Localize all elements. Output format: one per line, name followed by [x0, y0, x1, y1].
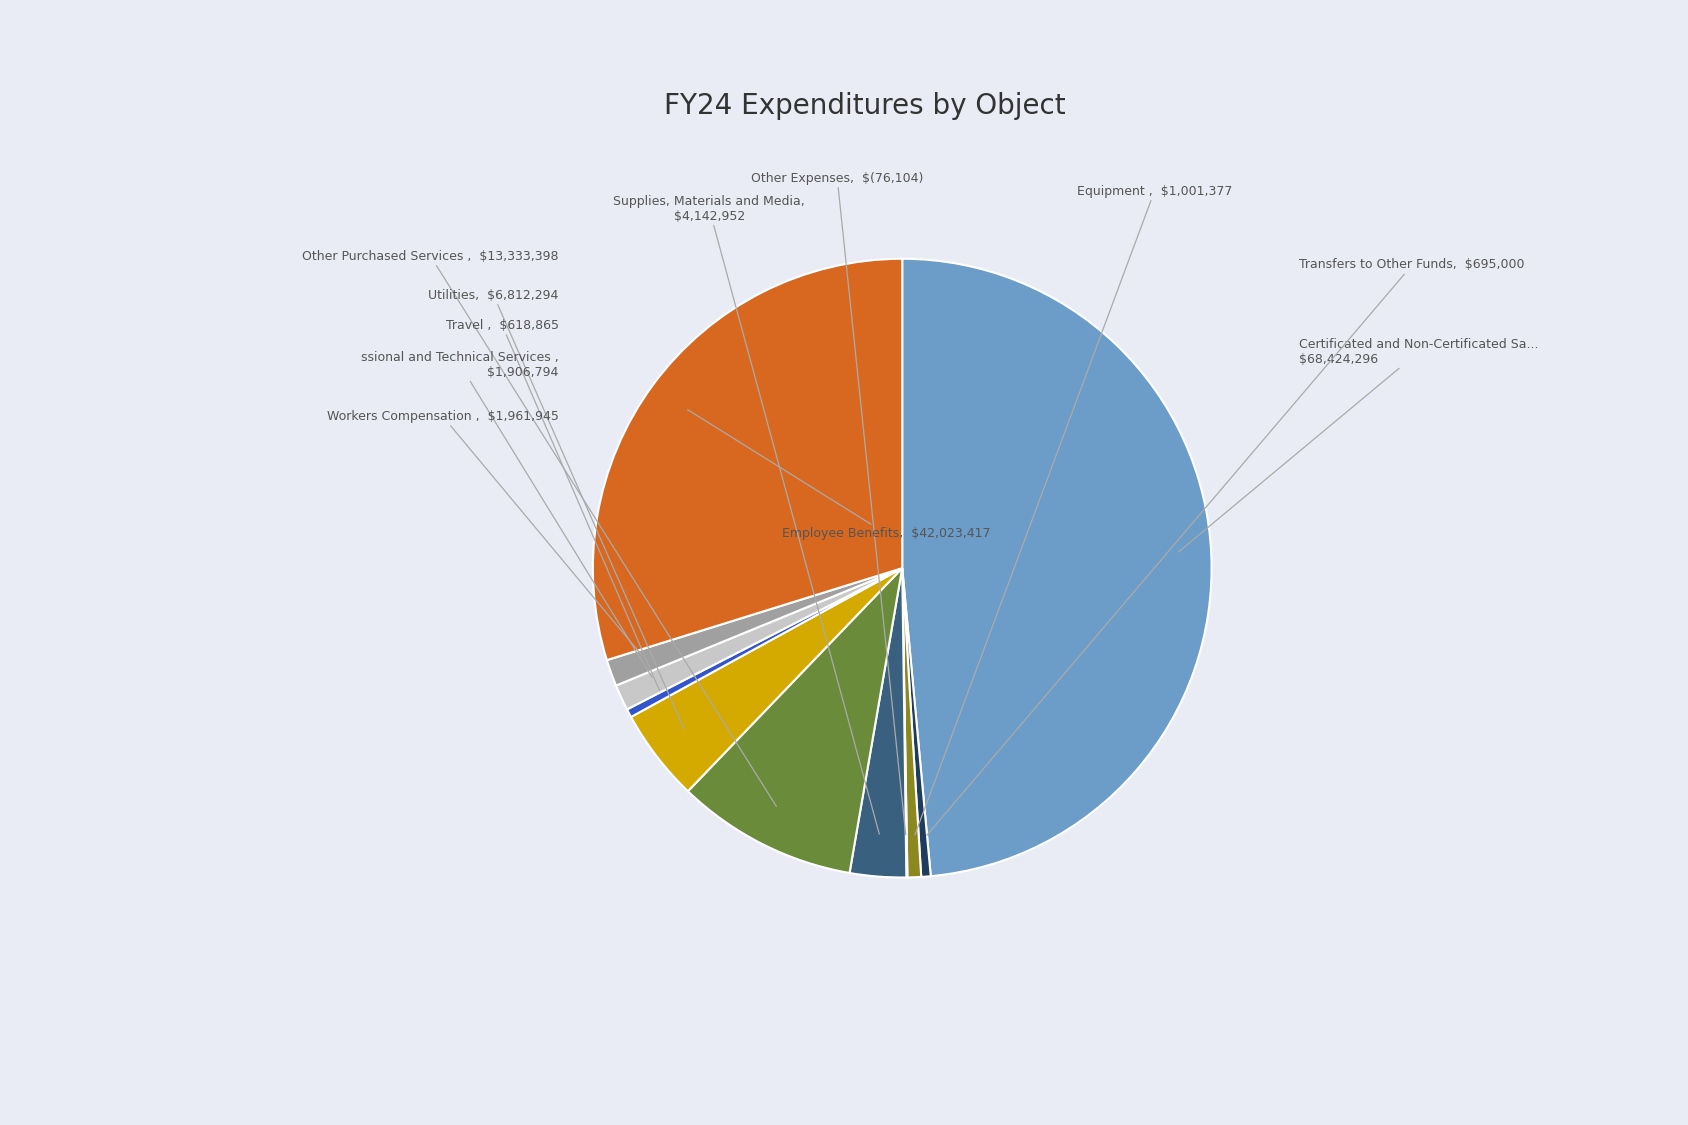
Wedge shape	[849, 568, 906, 878]
Wedge shape	[626, 568, 901, 717]
Wedge shape	[901, 568, 930, 876]
Wedge shape	[608, 568, 901, 685]
Wedge shape	[689, 568, 901, 873]
Wedge shape	[592, 259, 901, 660]
Wedge shape	[901, 568, 908, 878]
Text: Supplies, Materials and Media,
$4,142,952: Supplies, Materials and Media, $4,142,95…	[613, 195, 879, 834]
Text: Travel ,  $618,865: Travel , $618,865	[446, 319, 660, 691]
Wedge shape	[901, 568, 922, 878]
Text: Employee Benefits,  $42,023,417: Employee Benefits, $42,023,417	[687, 410, 991, 540]
Title: FY24 Expenditures by Object: FY24 Expenditures by Object	[665, 92, 1065, 120]
Text: Workers Compensation ,  $1,961,945: Workers Compensation , $1,961,945	[327, 410, 643, 656]
Text: Transfers to Other Funds,  $695,000: Transfers to Other Funds, $695,000	[927, 259, 1524, 836]
Text: Equipment ,  $1,001,377: Equipment , $1,001,377	[915, 184, 1232, 835]
Text: Certificated and Non-Certificated Sa...
$68,424,296: Certificated and Non-Certificated Sa... …	[1178, 338, 1539, 552]
Wedge shape	[901, 259, 1212, 876]
Text: Other Purchased Services ,  $13,333,398: Other Purchased Services , $13,333,398	[302, 250, 776, 807]
Wedge shape	[616, 568, 901, 710]
Text: ssional and Technical Services ,
$1,906,794: ssional and Technical Services , $1,906,…	[361, 351, 652, 677]
Wedge shape	[631, 568, 901, 791]
Text: Other Expenses,  $(76,104): Other Expenses, $(76,104)	[751, 172, 923, 835]
Text: Utilities,  $6,812,294: Utilities, $6,812,294	[429, 289, 684, 729]
